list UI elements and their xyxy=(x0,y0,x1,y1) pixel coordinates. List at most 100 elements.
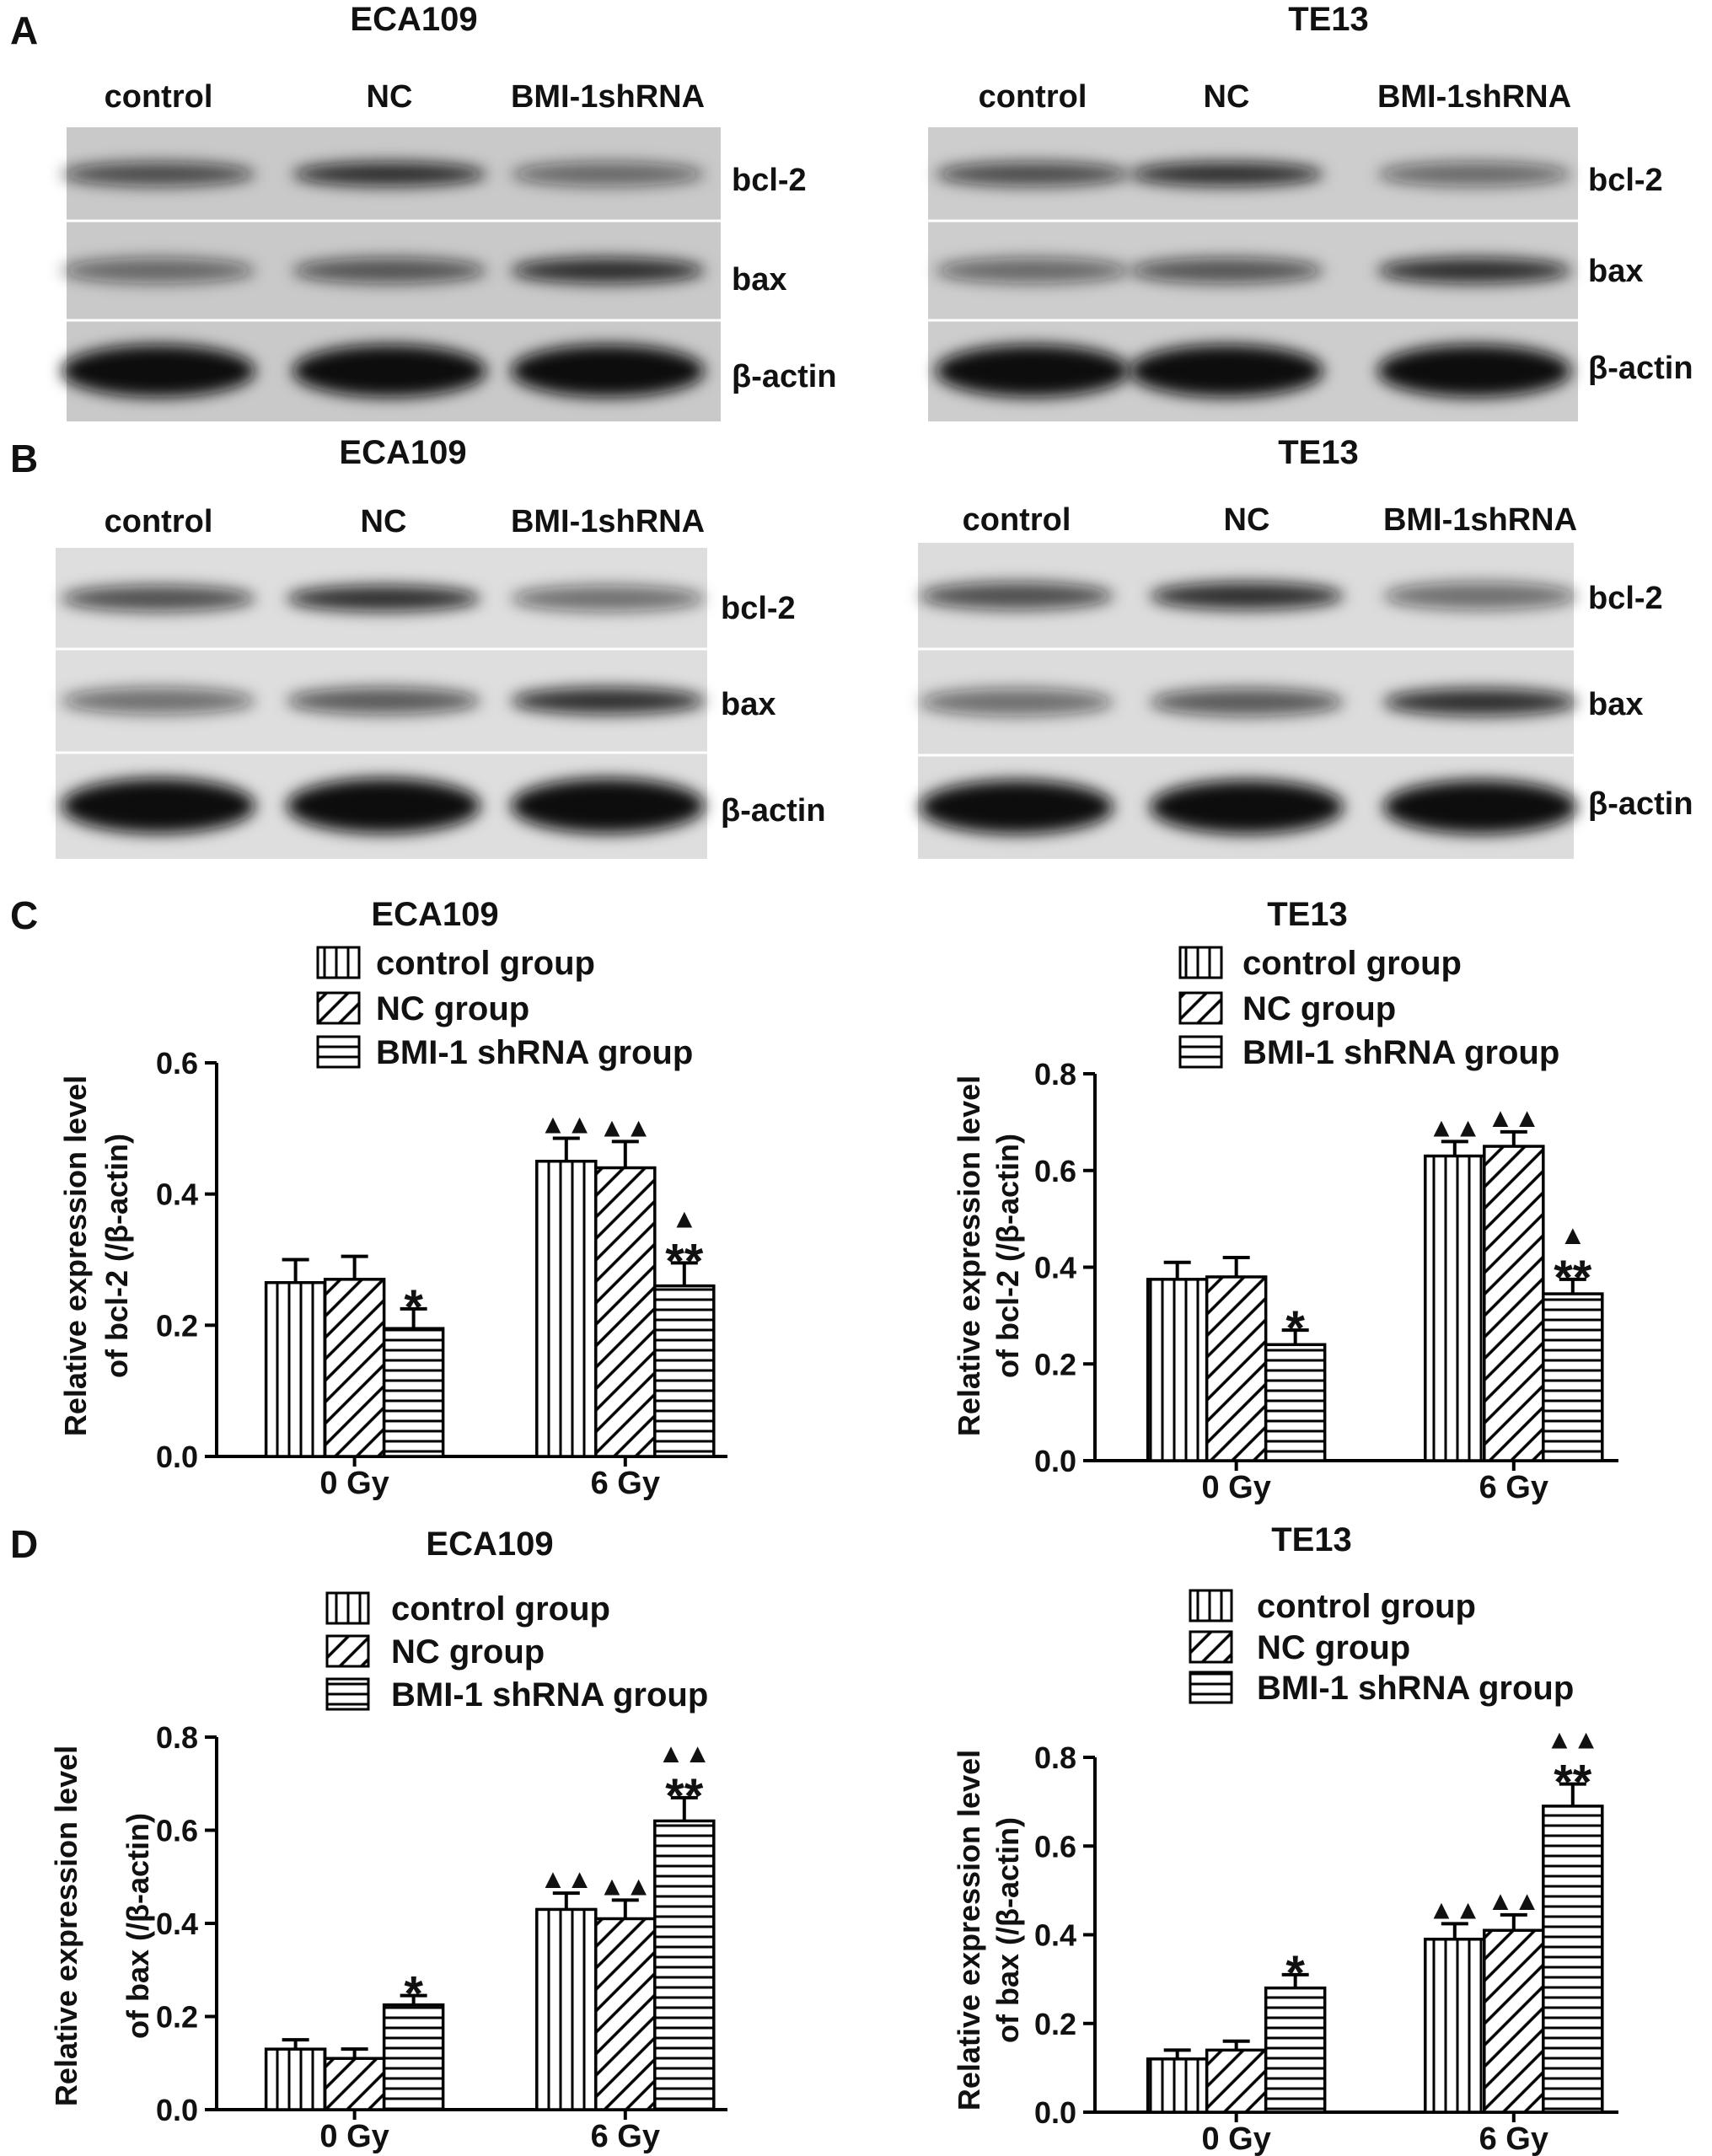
blot-band xyxy=(62,344,255,398)
blot-band xyxy=(1130,344,1323,398)
blot-title: ECA109 xyxy=(339,434,466,471)
significance-mark: * xyxy=(1285,1301,1305,1356)
y-axis-label: of bcl-2 (/β-actin) xyxy=(99,1134,134,1378)
lane-label: control xyxy=(979,79,1087,115)
legend-swatch xyxy=(316,946,361,979)
lane-label: BMI-1shRNA xyxy=(1383,502,1577,538)
bar xyxy=(1146,1278,1209,1462)
row-label: bax xyxy=(1588,254,1643,289)
significance-mark: ▲▲ xyxy=(1428,1894,1481,1924)
significance-mark: ▲▲ xyxy=(1428,1112,1481,1142)
x-tick-label: 6 Gy xyxy=(591,1466,660,1501)
y-tick-label: 0.8 xyxy=(1034,1057,1076,1091)
bar xyxy=(1424,1154,1486,1462)
row-label: bax xyxy=(1588,687,1643,722)
y-axis-label: Relative expression level xyxy=(49,1746,83,2106)
bar xyxy=(1542,1292,1604,1462)
blot-band xyxy=(62,162,255,186)
significance-mark: ▲▲ xyxy=(539,1109,593,1140)
legend-swatch xyxy=(1189,1671,1233,1704)
lane-label: NC xyxy=(361,504,407,539)
y-tick-label: 0.0 xyxy=(1034,1444,1076,1478)
panel-label: A xyxy=(10,8,38,52)
row-label: β-actin xyxy=(1588,786,1693,822)
y-tick-label: 0.4 xyxy=(1034,1918,1076,1953)
bar xyxy=(594,1917,657,2111)
bar xyxy=(1424,1938,1486,2114)
y-axis-label: of bcl-2 (/β-actin) xyxy=(990,1134,1025,1378)
y-tick-label: 0.4 xyxy=(156,1177,198,1212)
bar xyxy=(594,1166,657,1458)
legend-label: BMI-1 shRNA group xyxy=(1242,1034,1559,1071)
blot-band xyxy=(1130,162,1323,186)
blot-band xyxy=(1377,257,1571,284)
y-tick-label: 0.6 xyxy=(156,1046,198,1081)
y-tick-label: 0.4 xyxy=(156,1907,198,1941)
bar xyxy=(264,2047,327,2111)
chart-title: ECA109 xyxy=(371,896,498,933)
row-label: bcl-2 xyxy=(732,163,807,198)
blot-band xyxy=(511,778,705,834)
panel-label: B xyxy=(10,437,38,480)
legend-swatch xyxy=(1178,991,1223,1025)
bar xyxy=(1205,2048,1268,2114)
lane-label: BMI-1shRNA xyxy=(511,504,705,539)
y-tick-label: 0.6 xyxy=(1034,1829,1076,1864)
legend-label: NC group xyxy=(1257,1629,1410,1666)
bar xyxy=(1146,2057,1209,2114)
blot-band xyxy=(511,344,705,398)
y-axis-label: Relative expression level xyxy=(952,1750,986,2110)
blot-band xyxy=(292,257,486,284)
blot-band xyxy=(1383,582,1577,610)
significance-mark: ▲▲ xyxy=(1487,1885,1540,1916)
legend-swatch xyxy=(1178,1035,1223,1069)
blot-band xyxy=(920,582,1114,610)
legend-label: control group xyxy=(391,1590,610,1628)
significance-mark: * xyxy=(404,1280,423,1335)
y-tick-label: 0.0 xyxy=(156,2093,198,2127)
legend-swatch xyxy=(325,1634,370,1668)
chart-title: TE13 xyxy=(1267,896,1348,933)
significance-mark: ▲▲ xyxy=(1546,1724,1599,1755)
blot-title: TE13 xyxy=(1288,1,1369,38)
x-tick-label: 0 Gy xyxy=(1201,1470,1270,1505)
y-tick-label: 0.4 xyxy=(1034,1251,1076,1285)
blot-band xyxy=(920,780,1114,834)
legend-label: BMI-1 shRNA group xyxy=(391,1676,708,1714)
y-tick-label: 0.2 xyxy=(1034,1347,1076,1381)
legend-label: NC group xyxy=(1242,990,1396,1027)
x-tick-label: 6 Gy xyxy=(1479,1470,1548,1505)
blot-band xyxy=(62,585,255,612)
bar xyxy=(323,1278,386,1458)
blot-band xyxy=(936,162,1130,186)
x-tick-label: 0 Gy xyxy=(1201,2121,1270,2156)
bar xyxy=(382,2003,445,2111)
legend-label: control group xyxy=(1242,945,1462,982)
y-axis-label: Relative expression level xyxy=(952,1075,986,1436)
row-label: β-actin xyxy=(721,793,826,829)
bar xyxy=(535,1907,598,2111)
row-label: β-actin xyxy=(1588,351,1693,386)
significance-mark: ▲ xyxy=(671,1203,698,1233)
lane-label: control xyxy=(105,79,213,115)
blot-band xyxy=(1150,780,1344,834)
lane-label: BMI-1shRNA xyxy=(511,79,705,115)
significance-mark: ** xyxy=(665,1234,704,1289)
legend-swatch xyxy=(1189,1589,1233,1622)
y-tick-label: 0.6 xyxy=(156,1814,198,1848)
blot-band xyxy=(936,257,1130,284)
legend-swatch xyxy=(316,991,361,1025)
blot-band xyxy=(511,257,705,284)
legend-swatch xyxy=(316,1035,361,1069)
bar xyxy=(382,1327,445,1458)
y-tick-label: 0.8 xyxy=(156,1720,198,1755)
y-tick-label: 0.8 xyxy=(1034,1740,1076,1775)
bar xyxy=(264,1280,327,1458)
bar xyxy=(1205,1275,1268,1462)
blot-band xyxy=(62,778,255,834)
row-label: bcl-2 xyxy=(721,591,796,626)
legend-label: BMI-1 shRNA group xyxy=(1257,1670,1574,1707)
legend-swatch xyxy=(325,1591,370,1625)
blot-band xyxy=(511,585,705,612)
bar xyxy=(323,2057,386,2111)
